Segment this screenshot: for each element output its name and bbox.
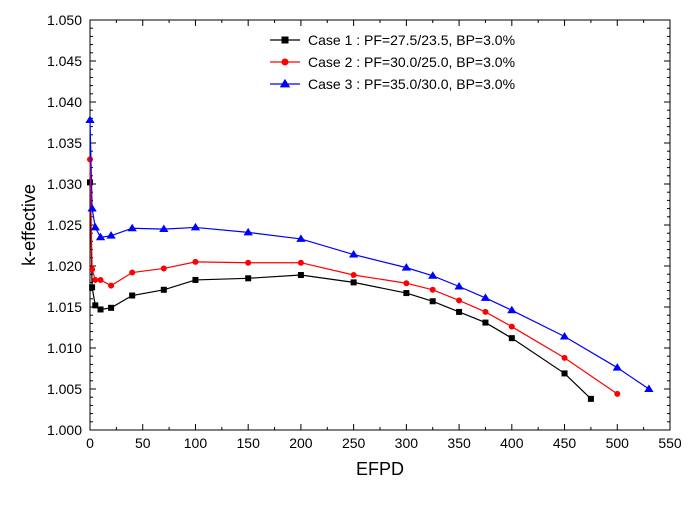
y-tick-label: 1.005 xyxy=(47,381,82,397)
x-tick-label: 150 xyxy=(237,435,261,451)
x-tick-label: 550 xyxy=(658,435,682,451)
x-tick-label: 400 xyxy=(500,435,524,451)
legend-label-0: Case 1 : PF=27.5/23.5, BP=3.0% xyxy=(308,32,515,48)
chart-container: 0 50 100 150 200 250 300 350 400 450 500 550 1.000 1.… xyxy=(0,0,699,505)
y-axis-label: k-effective xyxy=(19,184,39,266)
x-tick-label: 450 xyxy=(553,435,577,451)
y-tick-label: 1.020 xyxy=(47,258,82,274)
y-tick-label: 1.050 xyxy=(47,12,82,28)
x-tick-label: 250 xyxy=(342,435,366,451)
x-tick-label: 500 xyxy=(606,435,630,451)
y-tick-label: 1.000 xyxy=(47,422,82,438)
x-tick-label: 50 xyxy=(135,435,151,451)
x-axis-label: EFPD xyxy=(356,459,404,479)
y-tick-label: 1.040 xyxy=(47,94,82,110)
y-tick-label: 1.035 xyxy=(47,135,82,151)
y-tick-label: 1.015 xyxy=(47,299,82,315)
x-tick-label: 100 xyxy=(184,435,208,451)
y-tick-label: 1.030 xyxy=(47,176,82,192)
x-tick-label: 200 xyxy=(289,435,313,451)
x-tick-label: 300 xyxy=(395,435,419,451)
legend-label-2: Case 3 : PF=35.0/30.0, BP=3.0% xyxy=(308,76,515,92)
line-chart: 0 50 100 150 200 250 300 350 400 450 500 550 1.000 1.… xyxy=(0,0,699,505)
legend-label-1: Case 2 : PF=30.0/25.0, BP=3.0% xyxy=(308,54,515,70)
y-tick-label: 1.045 xyxy=(47,53,82,69)
y-tick-label: 1.010 xyxy=(47,340,82,356)
y-tick-label: 1.025 xyxy=(47,217,82,233)
x-tick-label: 350 xyxy=(447,435,471,451)
x-tick-label: 0 xyxy=(86,435,94,451)
